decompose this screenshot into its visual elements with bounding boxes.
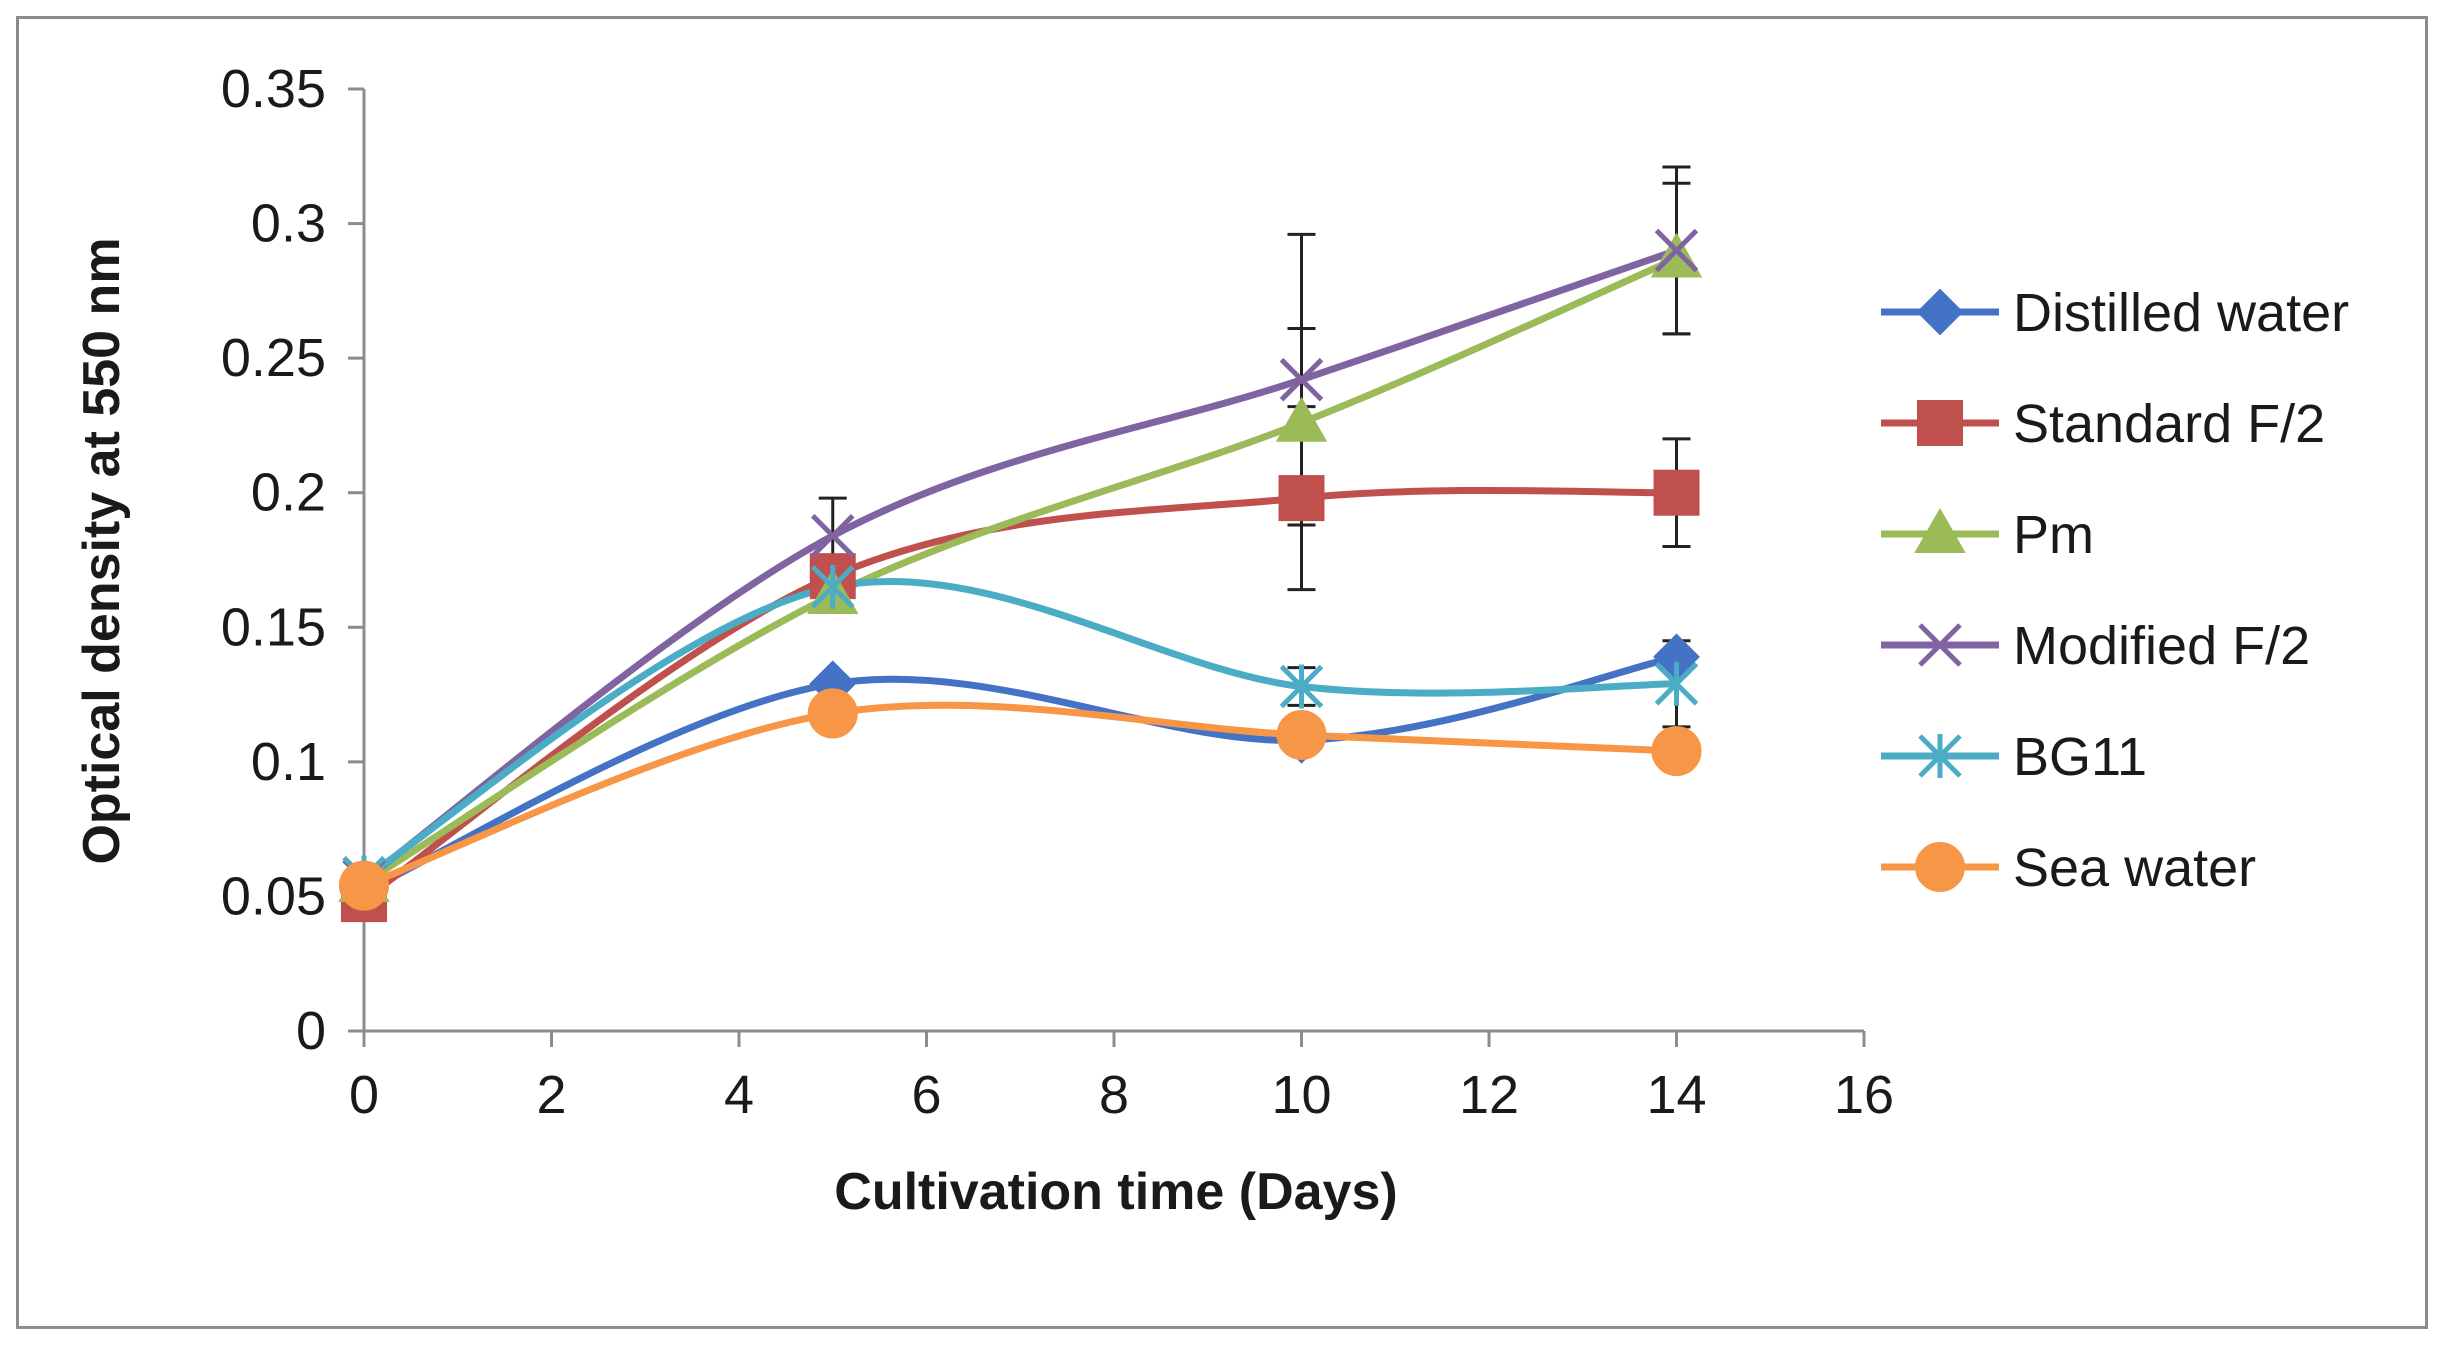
data-point-modified-f-2 (1654, 228, 1699, 273)
data-point-sea-water (339, 860, 389, 911)
x-tick-label: 0 (349, 1065, 379, 1125)
data-point-sea-water (1276, 709, 1327, 760)
y-tick-label: 0.05 (221, 866, 326, 926)
legend-label: Pm (2013, 505, 2094, 565)
chart-frame: 0 0.05 0.1 0.15 0.2 0.25 0.3 0.35 0 2 4 6 8 10 12 14 16 … (16, 16, 2428, 1329)
legend-marker-standard-f-2 (1917, 400, 1963, 446)
legend: Distilled water Standard F/2 Pm Modified F/… (1881, 283, 2349, 898)
series-markers (338, 228, 1703, 923)
legend-label: Sea water (2013, 838, 2256, 898)
data-point-sea-water (807, 688, 858, 739)
legend-marker-distilled-water (1916, 288, 1964, 336)
data-point-standard-f-2 (1278, 475, 1325, 522)
x-tick-label: 6 (911, 1065, 941, 1125)
series-line-distilled-water (360, 653, 1680, 895)
data-point-modified-f-2 (1279, 357, 1324, 402)
data-point-modified-f-2 (810, 514, 855, 558)
legend-label: BG11 (2013, 727, 2147, 787)
data-point-sea-water (1651, 726, 1702, 777)
legend-marker-pm (1914, 507, 1966, 553)
y-tick-label: 0 (296, 1001, 326, 1061)
x-tick-label: 14 (1646, 1065, 1706, 1125)
data-point-bg11 (810, 564, 855, 609)
y-tick-label: 0.15 (221, 597, 326, 657)
series-line-standard-f-2 (360, 486, 1680, 903)
series-lines (360, 246, 1680, 903)
y-tick-label: 0.2 (251, 463, 326, 523)
x-tick-label: 4 (724, 1065, 754, 1125)
legend-label: Distilled water (2013, 283, 2349, 343)
axes: 0 0.05 0.1 0.15 0.2 0.25 0.3 0.35 0 2 4 6 8 10 12 14 16 (221, 59, 1894, 1125)
data-point-pm (1650, 232, 1703, 278)
x-tick-label: 12 (1459, 1065, 1519, 1125)
data-point-bg11 (1279, 664, 1324, 709)
x-tick-label: 2 (536, 1065, 566, 1125)
legend-item-distilled-water: Distilled water (1881, 283, 2349, 343)
y-axis-title: Optical density at 550 nm (73, 237, 131, 864)
legend-item-bg11: BG11 (1881, 727, 2147, 787)
data-point-standard-f-2 (1653, 469, 1700, 516)
y-tick-label: 0.25 (221, 328, 326, 388)
legend-marker-bg11 (1918, 734, 1962, 778)
x-axis-title: Cultivation time (Days) (834, 1163, 1397, 1221)
series-line-modified-f-2 (360, 246, 1680, 884)
data-point-pm (1275, 396, 1328, 442)
x-tick-label: 10 (1271, 1065, 1331, 1125)
y-tick-label: 0.1 (251, 732, 326, 792)
data-point-bg11 (1654, 661, 1699, 706)
legend-label: Standard F/2 (2013, 394, 2325, 454)
line-chart: 00.050.10.150.20.250.30.350 2 4 6 8 10 12 14 16 … (73, 59, 2349, 1221)
series-line-sea-water (360, 701, 1680, 890)
x-tick-label: 8 (1099, 1065, 1129, 1125)
y-tick-label: 0.35 (221, 59, 326, 119)
series-line-pm (360, 255, 1680, 887)
legend-marker-sea-water (1915, 842, 1965, 892)
series-line-bg11 (360, 577, 1680, 882)
legend-marker-modified-f-2 (1918, 623, 1962, 667)
legend-item-sea-water: Sea water (1881, 838, 2256, 898)
legend-item-modified-f-2: Modified F/2 (1881, 616, 2310, 676)
x-tick-label: 16 (1834, 1065, 1894, 1125)
error-bars (818, 165, 1691, 729)
y-tick-label: 0.3 (251, 194, 326, 254)
legend-item-pm: Pm (1881, 505, 2094, 565)
legend-label: Modified F/2 (2013, 616, 2310, 676)
legend-item-standard-f-2: Standard F/2 (1881, 394, 2325, 454)
